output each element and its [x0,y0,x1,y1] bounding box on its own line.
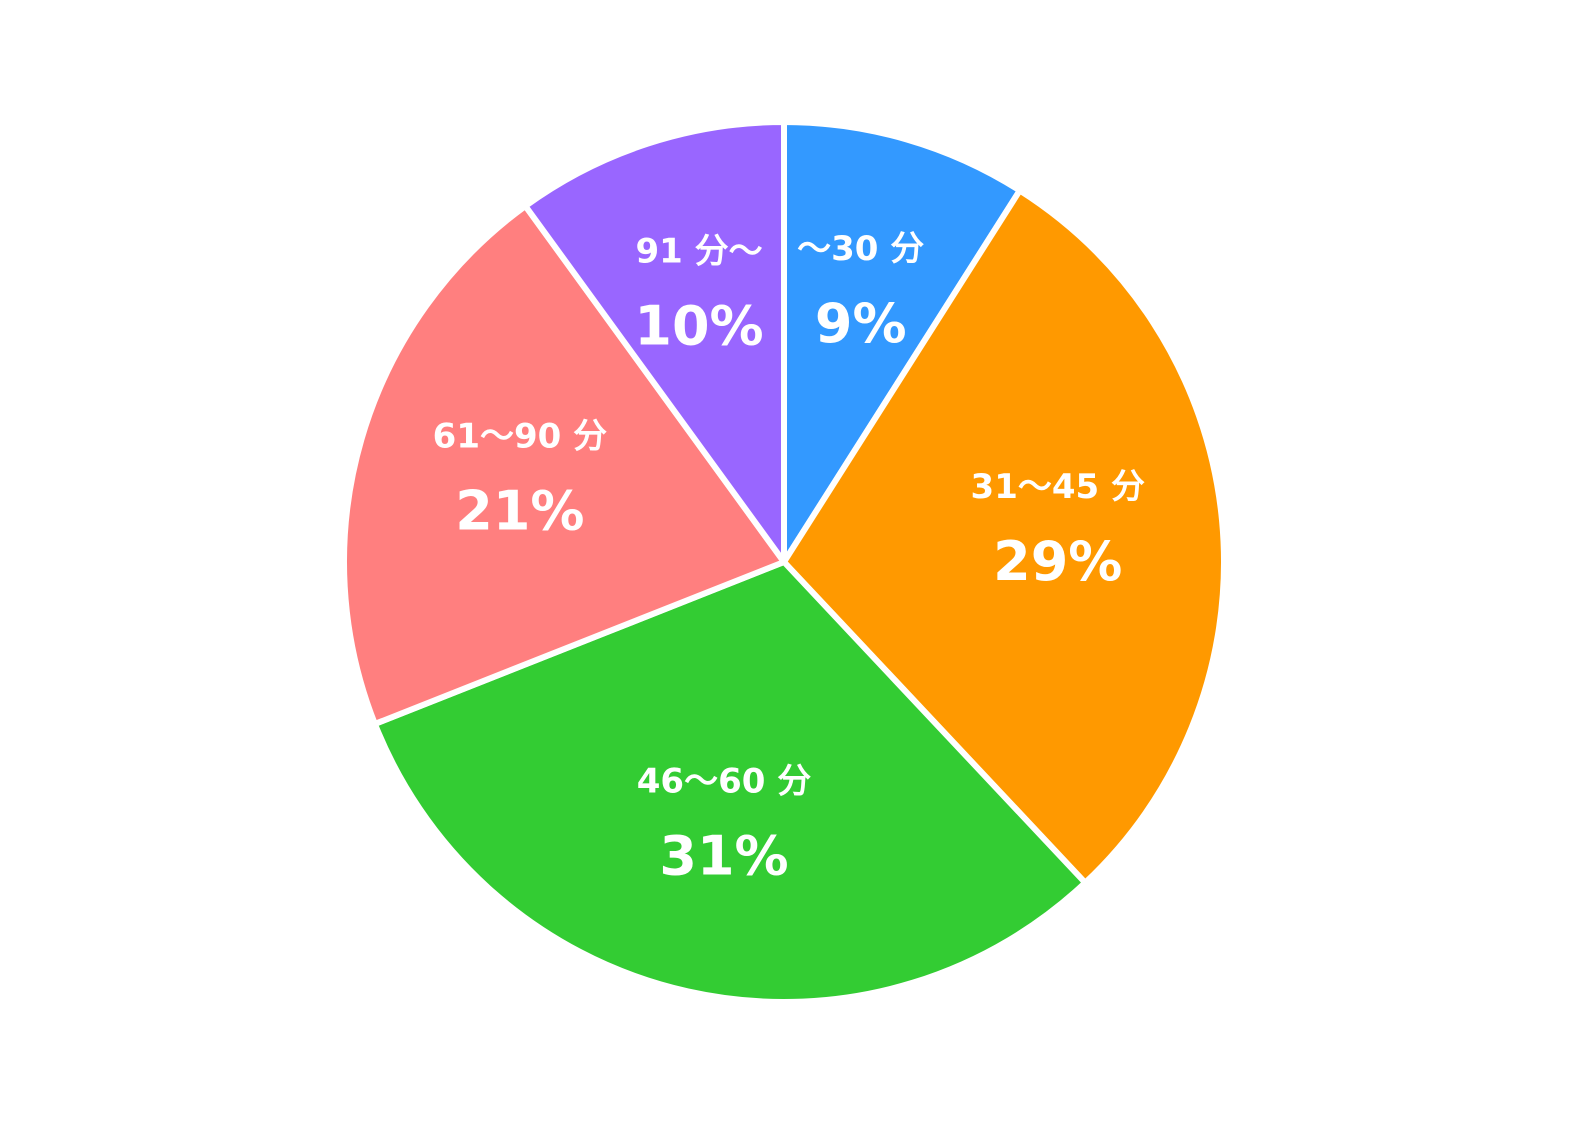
slice-category-label: 31～45 分 [971,467,1145,507]
pie-slice [781,119,1023,565]
pie-slice [341,203,787,727]
slice-value-label: 10% [634,294,763,357]
slice-category-label: 91 分～ [635,231,762,271]
slice-value-label: 29% [993,530,1122,593]
slice-value-label: 31% [659,824,788,887]
slice-category-label: ～30 分 [797,229,924,269]
pie-slice [371,559,1089,1005]
pie-slice [781,187,1227,886]
slice-category-label: 61～90 分 [433,416,607,456]
slice-category-label: 46～60 分 [637,761,811,801]
slice-value-label: 9% [815,292,907,355]
slice-value-label: 21% [455,479,584,542]
pie-slice [522,119,787,565]
pie-slices [341,119,1227,1005]
pie-labels: ～30 分 9% 31～45 分 29% 46～60 分 31% 61～90 分 21% 91 … [433,229,1145,887]
